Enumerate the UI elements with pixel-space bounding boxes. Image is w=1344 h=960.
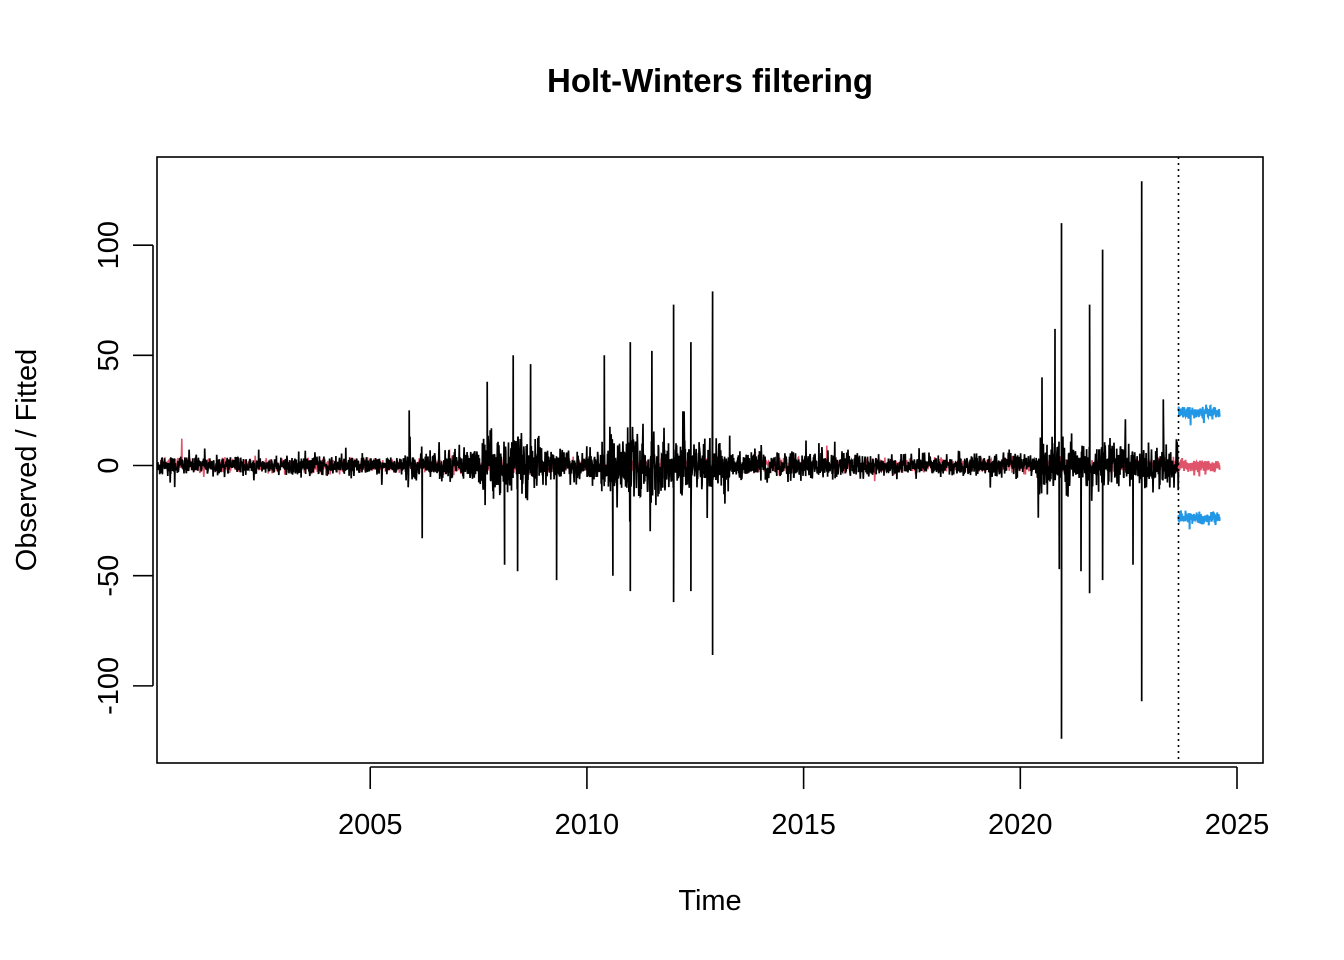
series-layer bbox=[157, 157, 1221, 763]
x-tick-label: 2010 bbox=[555, 809, 620, 841]
observed-series-line bbox=[157, 181, 1180, 739]
y-tick-label: 0 bbox=[93, 457, 125, 473]
forecast-series-line bbox=[1177, 457, 1221, 477]
y-axis-label: Observed / Fitted bbox=[11, 349, 43, 571]
x-axis-label: Time bbox=[678, 885, 741, 917]
lower-bound-series-line bbox=[1177, 510, 1221, 530]
y-tick-label: 50 bbox=[93, 339, 125, 371]
x-tick-label: 2020 bbox=[988, 809, 1053, 841]
y-tick-label: -100 bbox=[93, 657, 125, 715]
y-tick-label: 100 bbox=[93, 221, 125, 269]
x-tick-label: 2015 bbox=[771, 809, 836, 841]
x-tick-label: 2005 bbox=[338, 809, 403, 841]
plot-frame bbox=[156, 156, 1264, 764]
axes-layer: 2005 2010 2015 2020 2025 -100 -50 0 50 100 bbox=[93, 221, 1269, 841]
x-tick-label: 2025 bbox=[1205, 809, 1270, 841]
chart-title: Holt-Winters filtering bbox=[547, 62, 873, 99]
upper-bound-series-line bbox=[1177, 404, 1221, 426]
y-tick-label: -50 bbox=[93, 555, 125, 597]
